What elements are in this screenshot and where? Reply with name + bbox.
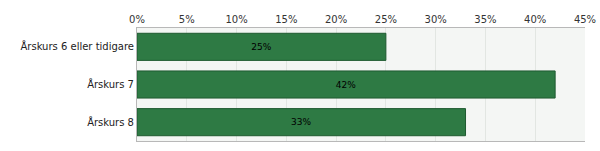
svg-text:42%: 42% (336, 80, 356, 90)
svg-text:Årskurs 7: Årskurs 7 (87, 78, 134, 90)
svg-text:0%: 0% (129, 14, 145, 25)
svg-text:10%: 10% (225, 14, 247, 25)
svg-text:35%: 35% (474, 14, 496, 25)
svg-text:5%: 5% (179, 14, 195, 25)
svg-text:33%: 33% (291, 117, 311, 127)
svg-text:Årskurs 6 eller tidigare: Årskurs 6 eller tidigare (20, 40, 134, 52)
svg-text:45%: 45% (574, 14, 596, 25)
svg-text:40%: 40% (524, 14, 546, 25)
svg-text:20%: 20% (325, 14, 347, 25)
svg-text:Årskurs 8: Årskurs 8 (87, 116, 134, 128)
svg-text:25%: 25% (251, 42, 271, 52)
svg-text:15%: 15% (275, 14, 297, 25)
svg-text:25%: 25% (375, 14, 397, 25)
svg-text:30%: 30% (425, 14, 447, 25)
